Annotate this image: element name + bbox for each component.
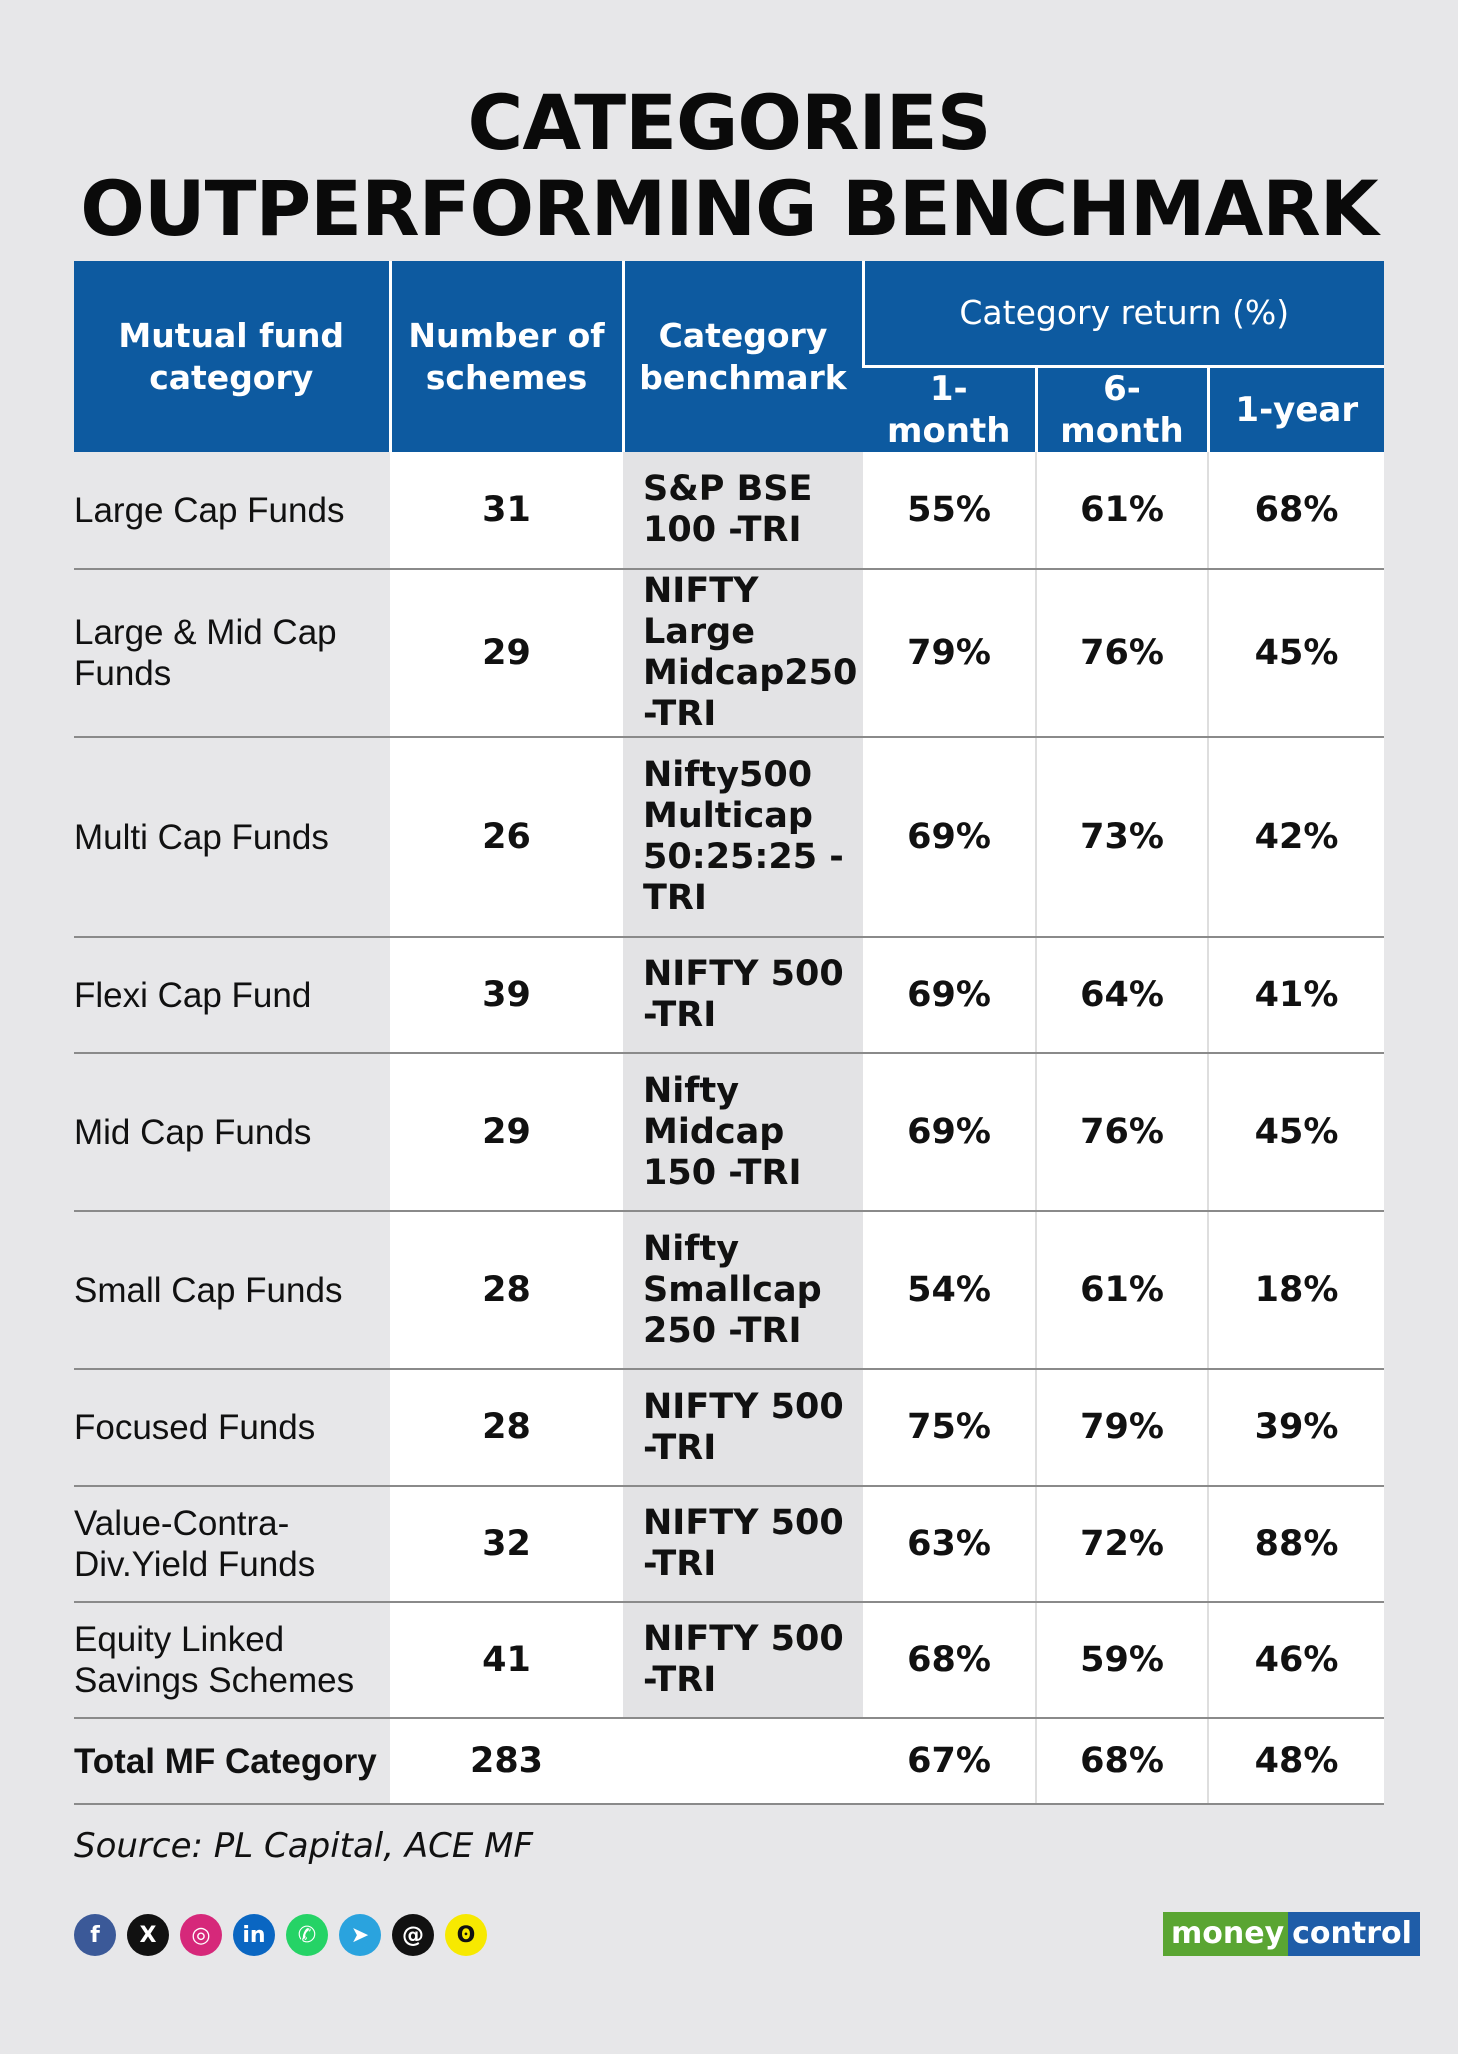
row-1-year: 42% xyxy=(1206,737,1385,938)
row-benchmark: NIFTY 500 -TRI xyxy=(623,1486,863,1603)
row-category: Mid Cap Funds xyxy=(74,1053,390,1212)
row-benchmark: NIFTY 500 -TRI xyxy=(623,1602,863,1719)
row-1-year: 39% xyxy=(1206,1369,1385,1487)
logo-part-control: control xyxy=(1288,1912,1420,1956)
title-line-1: CATEGORIES xyxy=(467,78,992,167)
header-benchmark: Category benchmark xyxy=(621,261,863,452)
row-1-month: 79% xyxy=(863,569,1036,738)
table-row: Multi Cap Funds 26 Nifty500 Multicap 50:… xyxy=(74,737,1385,938)
row-schemes: 39 xyxy=(390,937,623,1054)
row-6-month: 76% xyxy=(1035,1053,1208,1212)
row-1-month: 54% xyxy=(863,1211,1036,1370)
threads-icon[interactable]: @ xyxy=(392,1914,434,1956)
row-6-month: 61% xyxy=(1035,1211,1208,1370)
row-category: Large Cap Funds xyxy=(74,452,390,570)
row-6-month: 73% xyxy=(1035,737,1208,938)
linkedin-icon[interactable]: in xyxy=(233,1914,275,1956)
row-1-month: 68% xyxy=(863,1602,1036,1719)
row-1-year: 18% xyxy=(1206,1211,1385,1370)
row-6-month: 59% xyxy=(1035,1602,1208,1719)
header-category: Mutual fund category xyxy=(74,261,390,452)
telegram-icon[interactable]: ➤ xyxy=(339,1914,381,1956)
table-row: Focused Funds 28 NIFTY 500 -TRI 75% 79% … xyxy=(74,1369,1385,1487)
header-1-year: 1-year xyxy=(1206,365,1385,452)
row-1-month: 69% xyxy=(863,937,1036,1054)
row-6-month: 79% xyxy=(1035,1369,1208,1487)
row-1-year: 45% xyxy=(1206,1053,1385,1212)
header-6-month: 6-month xyxy=(1034,365,1208,452)
logo-part-money: money xyxy=(1163,1912,1289,1956)
row-category: Equity Linked Savings Schemes xyxy=(74,1602,390,1719)
row-benchmark: NIFTY 500 -TRI xyxy=(623,937,863,1054)
source-note: Source: PL Capital, ACE MF xyxy=(74,1826,534,1866)
header-schemes: Number of schemes xyxy=(388,261,623,452)
row-1-month: 55% xyxy=(863,452,1036,570)
total-1-year: 48% xyxy=(1206,1718,1385,1805)
header-1-month: 1-month xyxy=(863,365,1036,452)
title-line-2: OUTPERFORMING BENCHMARK xyxy=(80,164,1378,253)
row-benchmark: Nifty Smallcap 250 -TRI xyxy=(623,1211,863,1370)
row-1-month: 75% xyxy=(863,1369,1036,1487)
row-6-month: 64% xyxy=(1035,937,1208,1054)
table-row: Mid Cap Funds 29 Nifty Midcap 150 -TRI 6… xyxy=(74,1053,1385,1212)
table-row: Small Cap Funds 28 Nifty Smallcap 250 -T… xyxy=(74,1211,1385,1370)
table-row: Value-Contra- Div.Yield Funds 32 NIFTY 5… xyxy=(74,1486,1385,1603)
row-benchmark: NIFTY 500 -TRI xyxy=(623,1369,863,1487)
total-6-month: 68% xyxy=(1035,1718,1208,1805)
total-1-month: 67% xyxy=(863,1718,1036,1805)
total-row: Total MF Category 283 67% 68% 48% xyxy=(74,1718,1385,1805)
row-schemes: 32 xyxy=(390,1486,623,1603)
total-schemes: 283 xyxy=(390,1718,623,1805)
row-category: Large & Mid Cap Funds xyxy=(74,569,390,738)
row-schemes: 26 xyxy=(390,737,623,938)
row-category: Multi Cap Funds xyxy=(74,737,390,938)
row-1-year: 68% xyxy=(1206,452,1385,570)
returns-table: Mutual fund category Number of schemes C… xyxy=(74,261,1385,1805)
table-row: Large & Mid Cap Funds 29 NIFTY Large Mid… xyxy=(74,569,1385,738)
page-title: CATEGORIES OUTPERFORMING BENCHMARK xyxy=(0,80,1458,252)
row-benchmark: S&P BSE 100 -TRI xyxy=(623,452,863,570)
social-share-bar: f X ◎ in ✆ ➤ @ ʘ xyxy=(74,1914,487,1956)
total-benchmark xyxy=(623,1718,863,1805)
row-1-month: 63% xyxy=(863,1486,1036,1603)
row-1-year: 45% xyxy=(1206,569,1385,738)
row-category: Flexi Cap Fund xyxy=(74,937,390,1054)
row-6-month: 72% xyxy=(1035,1486,1208,1603)
instagram-icon[interactable]: ◎ xyxy=(180,1914,222,1956)
snapchat-icon[interactable]: ʘ xyxy=(445,1914,487,1956)
row-benchmark: Nifty500 Multicap 50:25:25 - TRI xyxy=(623,737,863,938)
row-6-month: 61% xyxy=(1035,452,1208,570)
row-schemes: 29 xyxy=(390,1053,623,1212)
table-row: Equity Linked Savings Schemes 41 NIFTY 5… xyxy=(74,1602,1385,1719)
row-1-month: 69% xyxy=(863,737,1036,938)
row-1-month: 69% xyxy=(863,1053,1036,1212)
total-category: Total MF Category xyxy=(74,1718,390,1805)
row-category: Small Cap Funds xyxy=(74,1211,390,1370)
whatsapp-icon[interactable]: ✆ xyxy=(286,1914,328,1956)
facebook-icon[interactable]: f xyxy=(74,1914,116,1956)
row-1-year: 88% xyxy=(1206,1486,1385,1603)
table-row: Flexi Cap Fund 39 NIFTY 500 -TRI 69% 64%… xyxy=(74,937,1385,1054)
row-schemes: 41 xyxy=(390,1602,623,1719)
row-category: Focused Funds xyxy=(74,1369,390,1487)
row-benchmark: NIFTY Large Midcap250 -TRI xyxy=(623,569,863,738)
row-category: Value-Contra- Div.Yield Funds xyxy=(74,1486,390,1603)
table-row: Large Cap Funds 31 S&P BSE 100 -TRI 55% … xyxy=(74,452,1385,570)
row-1-year: 46% xyxy=(1206,1602,1385,1719)
row-schemes: 28 xyxy=(390,1211,623,1370)
x-icon[interactable]: X xyxy=(127,1914,169,1956)
row-schemes: 31 xyxy=(390,452,623,570)
row-1-year: 41% xyxy=(1206,937,1385,1054)
row-schemes: 28 xyxy=(390,1369,623,1487)
moneycontrol-logo[interactable]: money control xyxy=(1163,1912,1420,1956)
row-benchmark: Nifty Midcap 150 -TRI xyxy=(623,1053,863,1212)
row-6-month: 76% xyxy=(1035,569,1208,738)
header-category-return: Category return (%) xyxy=(861,261,1385,367)
row-schemes: 29 xyxy=(390,569,623,738)
